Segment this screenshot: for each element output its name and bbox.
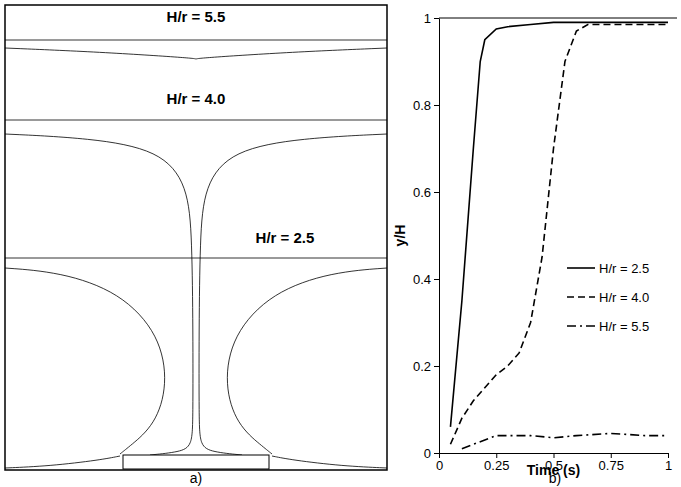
tick: 0.2 [413, 359, 439, 374]
tick: 0.75 [599, 453, 624, 473]
tick: 0.4 [413, 272, 439, 287]
surface-profile [5, 456, 120, 468]
panel-label: b) [549, 470, 561, 486]
level-line [5, 40, 387, 41]
legend-label: H/r = 2.5 [599, 261, 649, 276]
tick: 0 [436, 453, 443, 473]
series-line [450, 25, 668, 445]
tick-label: 0 [436, 458, 443, 473]
tick-mark [434, 105, 439, 106]
figure: H/r = 5.5H/r = 4.0H/r = 2.5a)00.250.50.7… [0, 0, 681, 487]
plot-lines [450, 22, 668, 448]
plate [123, 455, 269, 469]
tick-label: 0.25 [484, 458, 509, 473]
axis-line [439, 19, 440, 454]
legend-swatch [567, 267, 595, 269]
tank-frame [5, 5, 387, 470]
tick: 0.8 [413, 98, 439, 113]
level-label: H/r = 4.0 [167, 90, 226, 107]
surface-profile [199, 134, 387, 455]
tick: 1 [665, 453, 672, 473]
tick-mark [434, 279, 439, 280]
panel-b: 00.250.50.75100.20.40.60.81Time (s)y/HH/… [392, 11, 677, 478]
tick-mark [434, 366, 439, 367]
tick-label: 1 [424, 11, 431, 26]
level-label: H/r = 2.5 [256, 229, 315, 246]
tick-mark [434, 18, 439, 19]
y-axis: 0 0.2 0.4 0.6 0.8 1 [413, 11, 440, 461]
legend-swatch [567, 296, 595, 298]
tick: 1 [424, 11, 439, 26]
tick: 0 [424, 446, 439, 461]
surface-profile [196, 48, 387, 59]
legend-swatch [567, 325, 595, 327]
series-line [450, 22, 668, 427]
surface-profile [5, 134, 193, 455]
tick: 0.25 [484, 453, 509, 473]
tick-label: 0.2 [413, 359, 431, 374]
panel-label: a) [190, 470, 202, 486]
tick-label: 0.4 [413, 272, 431, 287]
tick-label: 0.8 [413, 98, 431, 113]
tick-label: 0.6 [413, 185, 431, 200]
tick: 0.6 [413, 185, 439, 200]
legend-label: H/r = 5.5 [599, 319, 649, 334]
level-line [5, 120, 387, 121]
plot-frame [439, 18, 677, 19]
series-line [462, 433, 668, 448]
tick-label: 0 [424, 446, 431, 461]
panel-a: H/r = 5.5 H/r = 4.0 H/r = 2.5 [5, 5, 387, 470]
legend: H/r = 2.5 H/r = 4.0 H/r = 5.5 [567, 261, 649, 334]
level-line [5, 258, 387, 259]
tick-mark [434, 192, 439, 193]
level-label: H/r = 5.5 [167, 8, 226, 25]
tick-mark [434, 453, 439, 454]
surface-profile [227, 268, 387, 454]
surface-profile [5, 48, 196, 59]
legend-label: H/r = 4.0 [599, 290, 649, 305]
tick-label: 1 [665, 458, 672, 473]
surface-profile [272, 456, 387, 468]
y-axis-title: y/H [392, 225, 408, 247]
surface-profile [5, 268, 165, 454]
tick-label: 0.75 [599, 458, 624, 473]
